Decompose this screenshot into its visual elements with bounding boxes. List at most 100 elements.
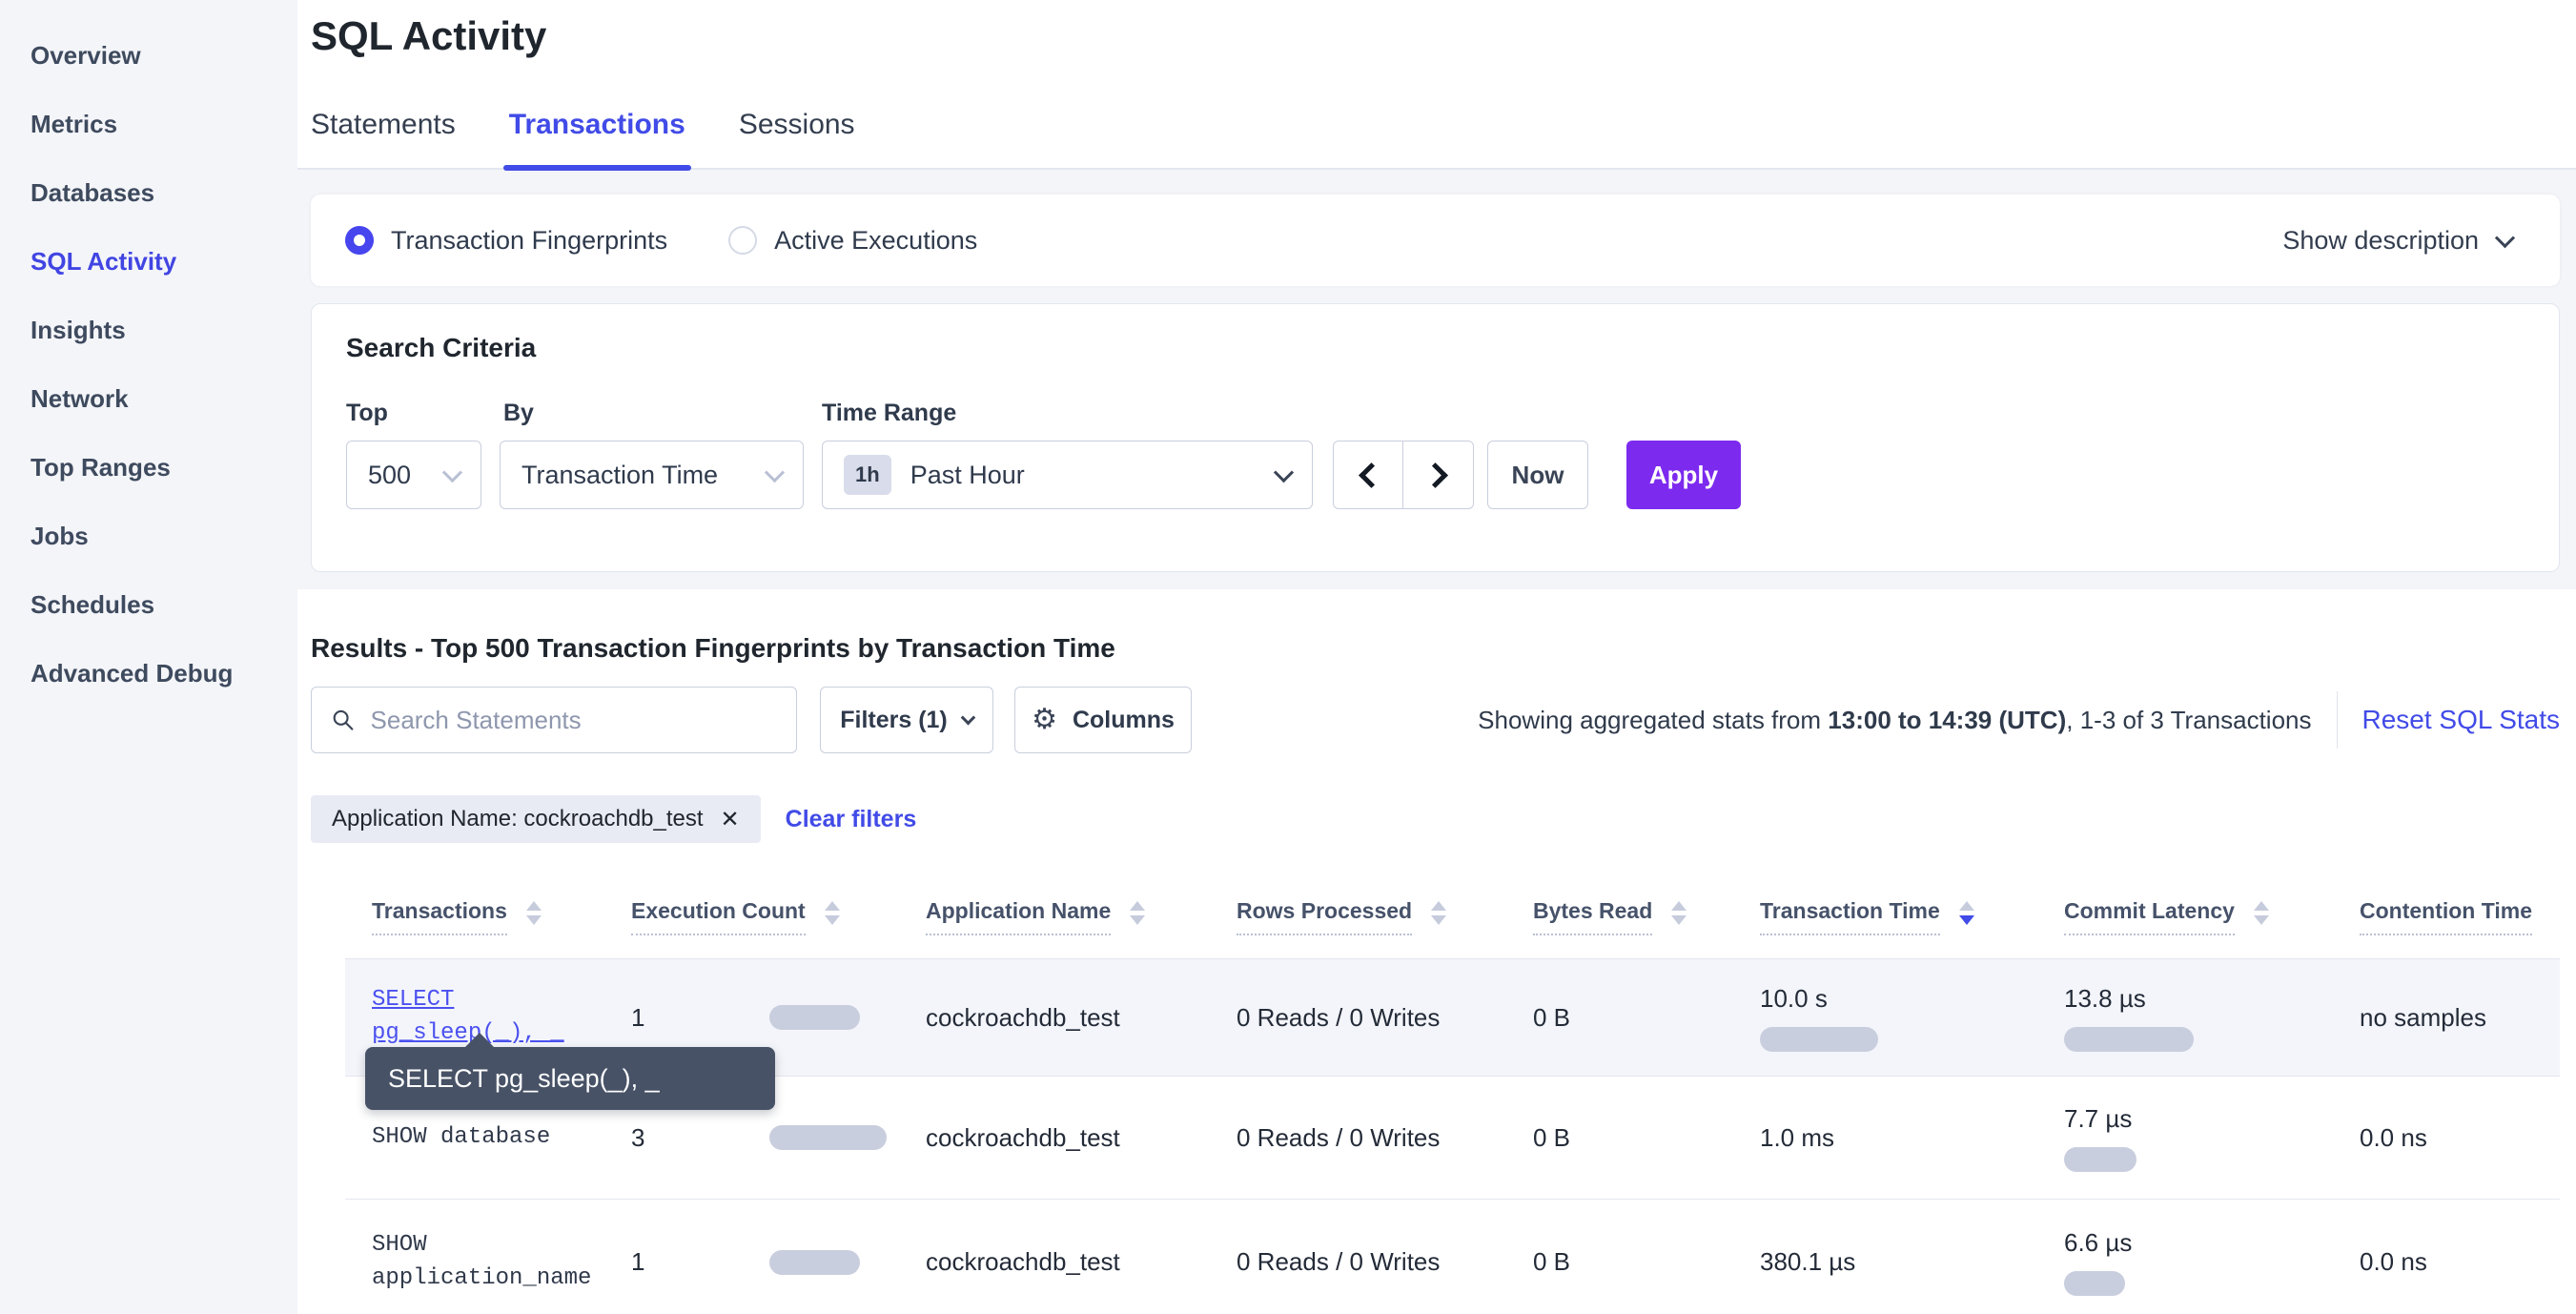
sort-icon-active-desc[interactable] [1958, 900, 1974, 925]
commit-latency-cell: 7.7 µs [2037, 1104, 2333, 1172]
active-filters-row: Application Name: cockroachdb_test ✕ Cle… [311, 795, 2560, 843]
search-statements-input[interactable] [370, 705, 777, 735]
commit-latency-bar [2064, 1146, 2136, 1172]
search-icon [333, 709, 354, 730]
apply-button[interactable]: Apply [1626, 441, 1741, 509]
chevron-down-icon [441, 462, 463, 482]
tab-statements[interactable]: Statements [311, 109, 456, 140]
radio-selected-icon[interactable] [345, 226, 374, 255]
column-header-rows-processed[interactable]: Rows Processed [1237, 898, 1413, 935]
sort-icon[interactable] [1671, 900, 1687, 925]
chevron-down-icon [2494, 227, 2516, 248]
view-mode-card: Transaction Fingerprints Active Executio… [311, 195, 2560, 286]
transaction-fingerprint[interactable]: SHOW database [372, 1123, 551, 1150]
column-header-transactions[interactable]: Transactions [372, 898, 507, 935]
columns-button-label: Columns [1072, 706, 1175, 733]
sidebar-item-insights[interactable]: Insights [31, 315, 126, 344]
filters-button[interactable]: Filters (1) [820, 687, 993, 753]
commit-latency-cell: 6.6 µs [2037, 1228, 2333, 1296]
sort-icon[interactable] [1431, 900, 1447, 925]
tab-sessions[interactable]: Sessions [738, 109, 855, 140]
now-button[interactable]: Now [1487, 441, 1588, 509]
contention-time-cell: no samples [2360, 1002, 2486, 1032]
next-interval-button[interactable] [1403, 441, 1473, 508]
contention-time-cell: 0.0 ns [2360, 1247, 2427, 1276]
tooltip-text: SELECT pg_sleep(_), _ [388, 1063, 660, 1093]
statement-tooltip: SELECT pg_sleep(_), _ [365, 1033, 775, 1110]
sidebar-item-advanced-debug[interactable]: Advanced Debug [31, 658, 234, 688]
execution-count-bar [769, 1125, 888, 1150]
contention-time-cell: 0.0 ns [2360, 1122, 2427, 1152]
search-criteria-title: Search Criteria [346, 333, 537, 362]
execution-count-cell: 1 [604, 1247, 899, 1277]
transaction-time-cell: 10.0 s [1733, 984, 2037, 1052]
stats-time-range: 13:00 to 14:39 (UTC) [1828, 705, 2067, 734]
top-select-value: 500 [368, 460, 412, 489]
sidebar-item-overview[interactable]: Overview [31, 40, 141, 70]
time-range-badge: 1h [844, 455, 891, 495]
column-header-bytes-read[interactable]: Bytes Read [1533, 898, 1653, 935]
rows-processed-cell: 0 Reads / 0 Writes [1237, 1247, 1441, 1276]
application-name-cell: cockroachdb_test [926, 1002, 1120, 1032]
radio-transaction-fingerprints[interactable]: Transaction Fingerprints [345, 226, 667, 256]
sidebar-item-metrics[interactable]: Metrics [31, 109, 118, 138]
transaction-time-cell: 1.0 ms [1760, 1122, 1835, 1152]
sidebar-item-schedules[interactable]: Schedules [31, 589, 155, 619]
sort-icon[interactable] [525, 900, 542, 925]
commit-latency-cell: 13.8 µs [2037, 984, 2333, 1052]
application-name-cell: cockroachdb_test [926, 1247, 1120, 1276]
transaction-time-bar [1760, 1026, 1878, 1052]
page-title: SQL Activity [311, 13, 547, 58]
sidebar-item-jobs[interactable]: Jobs [31, 521, 89, 550]
sort-icon[interactable] [2253, 900, 2269, 925]
sidebar-item-sql-activity[interactable]: SQL Activity [31, 246, 177, 276]
filter-chip-label: Application Name: cockroachdb_test [332, 806, 704, 832]
column-header-contention-time[interactable]: Contention Time [2360, 898, 2533, 935]
top-select[interactable]: 500 [346, 441, 481, 509]
sidebar-item-databases[interactable]: Databases [31, 177, 155, 207]
column-header-application-name[interactable]: Application Name [926, 898, 1112, 935]
radio-active-executions[interactable]: Active Executions [728, 226, 977, 256]
column-header-transaction-time[interactable]: Transaction Time [1760, 898, 1940, 935]
search-statements-box[interactable] [311, 687, 797, 753]
chevron-left-icon [1358, 462, 1384, 488]
results-section: Results - Top 500 Transaction Fingerprin… [297, 589, 2576, 1314]
results-heading: Results - Top 500 Transaction Fingerprin… [311, 633, 1115, 663]
show-description-toggle[interactable]: Show description [2282, 225, 2516, 256]
sort-icon[interactable] [1130, 900, 1146, 925]
filter-chip-application-name[interactable]: Application Name: cockroachdb_test ✕ [311, 795, 761, 843]
close-icon[interactable]: ✕ [720, 806, 740, 832]
clear-filters-link[interactable]: Clear filters [785, 805, 917, 832]
top-label: Top [346, 400, 388, 426]
tab-transactions[interactable]: Transactions [502, 109, 691, 171]
sidebar: Overview Metrics Databases SQL Activity … [0, 0, 297, 1314]
sidebar-item-top-ranges[interactable]: Top Ranges [31, 452, 171, 482]
columns-button[interactable]: ⚙ Columns [1014, 687, 1192, 753]
table-header-row: Transactions Execution Count Application… [345, 874, 2560, 958]
criteria-labels: Top By Time Range [346, 400, 2525, 427]
vertical-divider [2336, 691, 2338, 749]
radio-unselected-icon[interactable] [728, 226, 758, 255]
filter-band: Transaction Fingerprints Active Executio… [297, 170, 2576, 589]
rows-processed-cell: 0 Reads / 0 Writes [1237, 1122, 1441, 1152]
column-header-execution-count[interactable]: Execution Count [631, 898, 806, 935]
previous-interval-button[interactable] [1334, 441, 1403, 508]
chevron-down-icon [764, 462, 786, 482]
time-range-select[interactable]: 1h Past Hour [822, 441, 1313, 509]
table-row[interactable]: SHOW application_name 1 cockroachdb_test… [345, 1199, 2560, 1314]
chevron-down-icon [960, 709, 976, 725]
criteria-controls: 500 Transaction Time 1h Past Hour [346, 441, 2525, 509]
gear-icon: ⚙ [1032, 703, 1057, 736]
aggregated-stats: Showing aggregated stats from 13:00 to 1… [1478, 691, 2560, 749]
transaction-fingerprint[interactable]: SHOW application_name [372, 1231, 592, 1291]
chevron-right-icon [1422, 462, 1448, 488]
column-header-commit-latency[interactable]: Commit Latency [2064, 898, 2235, 935]
reset-sql-stats-link[interactable]: Reset SQL Stats [2361, 705, 2561, 734]
search-criteria-card: Search Criteria Top By Time Range 500 Tr… [311, 303, 2560, 572]
table-row[interactable]: SHOW database 3 cockroachdb_test 0 Reads… [345, 1076, 2560, 1199]
sidebar-item-network[interactable]: Network [31, 383, 129, 413]
show-description-label: Show description [2282, 225, 2479, 255]
sort-icon[interactable] [824, 900, 840, 925]
by-select[interactable]: Transaction Time [500, 441, 804, 509]
